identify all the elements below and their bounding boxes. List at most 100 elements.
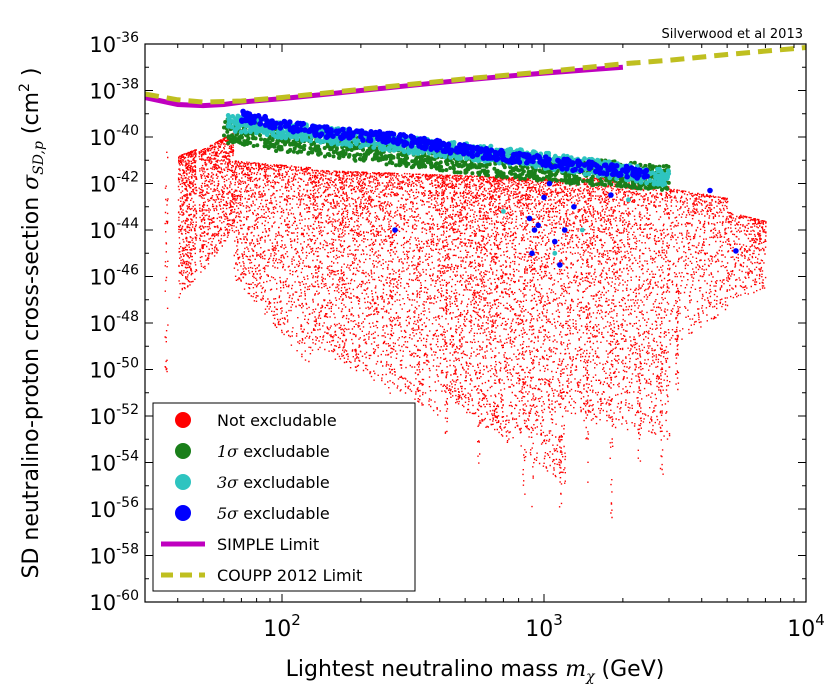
point	[262, 137, 267, 142]
point	[346, 135, 352, 141]
point	[577, 161, 584, 167]
point	[291, 149, 296, 154]
point	[242, 142, 247, 147]
point	[543, 162, 549, 169]
point	[624, 173, 630, 180]
point	[291, 139, 296, 144]
point	[548, 174, 553, 178]
point	[510, 151, 517, 158]
y-tick-label: 10-36	[89, 30, 139, 57]
x-tick-label: 104	[787, 611, 825, 642]
point	[369, 148, 374, 153]
series-not-excludable	[164, 132, 767, 519]
point	[554, 178, 559, 183]
y-tick-label: 10-50	[89, 356, 139, 383]
point	[316, 124, 323, 130]
point	[300, 138, 305, 143]
point	[245, 138, 250, 143]
legend-label: 1σ excludable	[217, 442, 330, 461]
point	[255, 143, 260, 148]
point	[526, 169, 531, 174]
point	[351, 137, 357, 143]
y-tick-label: 10-54	[89, 449, 139, 476]
point	[299, 149, 304, 154]
point	[515, 156, 521, 162]
point	[346, 147, 351, 152]
legend-entry: SIMPLE Limit	[161, 535, 319, 554]
point	[556, 163, 563, 169]
point	[242, 139, 247, 144]
point	[312, 147, 317, 152]
point	[225, 129, 230, 134]
point	[448, 166, 453, 170]
point	[430, 141, 436, 147]
point	[258, 133, 262, 138]
point	[384, 156, 389, 161]
point	[488, 143, 494, 149]
point	[223, 120, 228, 124]
point	[524, 159, 530, 166]
axis-ticks: 10-60 10-58 10-56 10-54 10-52 10-50 10-48 10-46…	[89, 30, 824, 642]
point	[312, 130, 318, 137]
point	[638, 186, 643, 191]
point	[480, 168, 485, 173]
point	[644, 180, 649, 186]
point	[597, 181, 602, 186]
legend-entry: Not excludable	[175, 411, 337, 430]
point	[247, 127, 253, 133]
point	[536, 153, 542, 160]
point	[437, 168, 442, 173]
point	[493, 156, 500, 163]
point	[346, 126, 353, 133]
point	[458, 170, 463, 175]
point	[352, 153, 357, 158]
point	[262, 114, 268, 121]
point	[465, 163, 470, 168]
point	[429, 162, 433, 167]
point	[476, 164, 481, 169]
point	[390, 155, 395, 160]
x-axis-title: Lightest neutralino mass mχ (GeV)	[286, 657, 665, 685]
point	[248, 113, 255, 120]
point	[657, 166, 662, 172]
point	[651, 179, 657, 184]
point	[504, 175, 509, 180]
point	[350, 130, 357, 136]
point	[567, 180, 572, 184]
series-5-excludable-outliers-	[392, 180, 739, 268]
point	[733, 248, 739, 254]
point	[440, 148, 447, 154]
point	[586, 171, 592, 177]
point	[222, 125, 226, 130]
point	[488, 147, 495, 153]
point	[499, 152, 506, 159]
legend-box	[152, 402, 416, 592]
point	[666, 180, 671, 185]
point	[621, 167, 628, 174]
point	[394, 163, 398, 168]
point	[337, 155, 341, 160]
point	[632, 160, 637, 165]
point	[399, 157, 404, 162]
point	[229, 124, 235, 130]
point	[230, 114, 236, 119]
point	[478, 147, 484, 153]
point	[484, 172, 489, 177]
point	[406, 150, 412, 156]
legend: Not excludable 1σ excludable 3σ excludable…	[152, 402, 416, 592]
point	[470, 171, 475, 176]
point	[386, 145, 392, 151]
point	[652, 171, 658, 177]
point	[347, 143, 353, 149]
point	[236, 139, 241, 144]
point	[312, 124, 319, 130]
point	[397, 163, 402, 168]
point	[487, 162, 492, 167]
point	[285, 123, 292, 129]
point	[251, 144, 256, 148]
point	[540, 170, 545, 175]
point	[439, 164, 444, 169]
point	[267, 136, 272, 141]
series-3-excludable-outliers-	[501, 197, 631, 256]
point	[594, 163, 601, 170]
